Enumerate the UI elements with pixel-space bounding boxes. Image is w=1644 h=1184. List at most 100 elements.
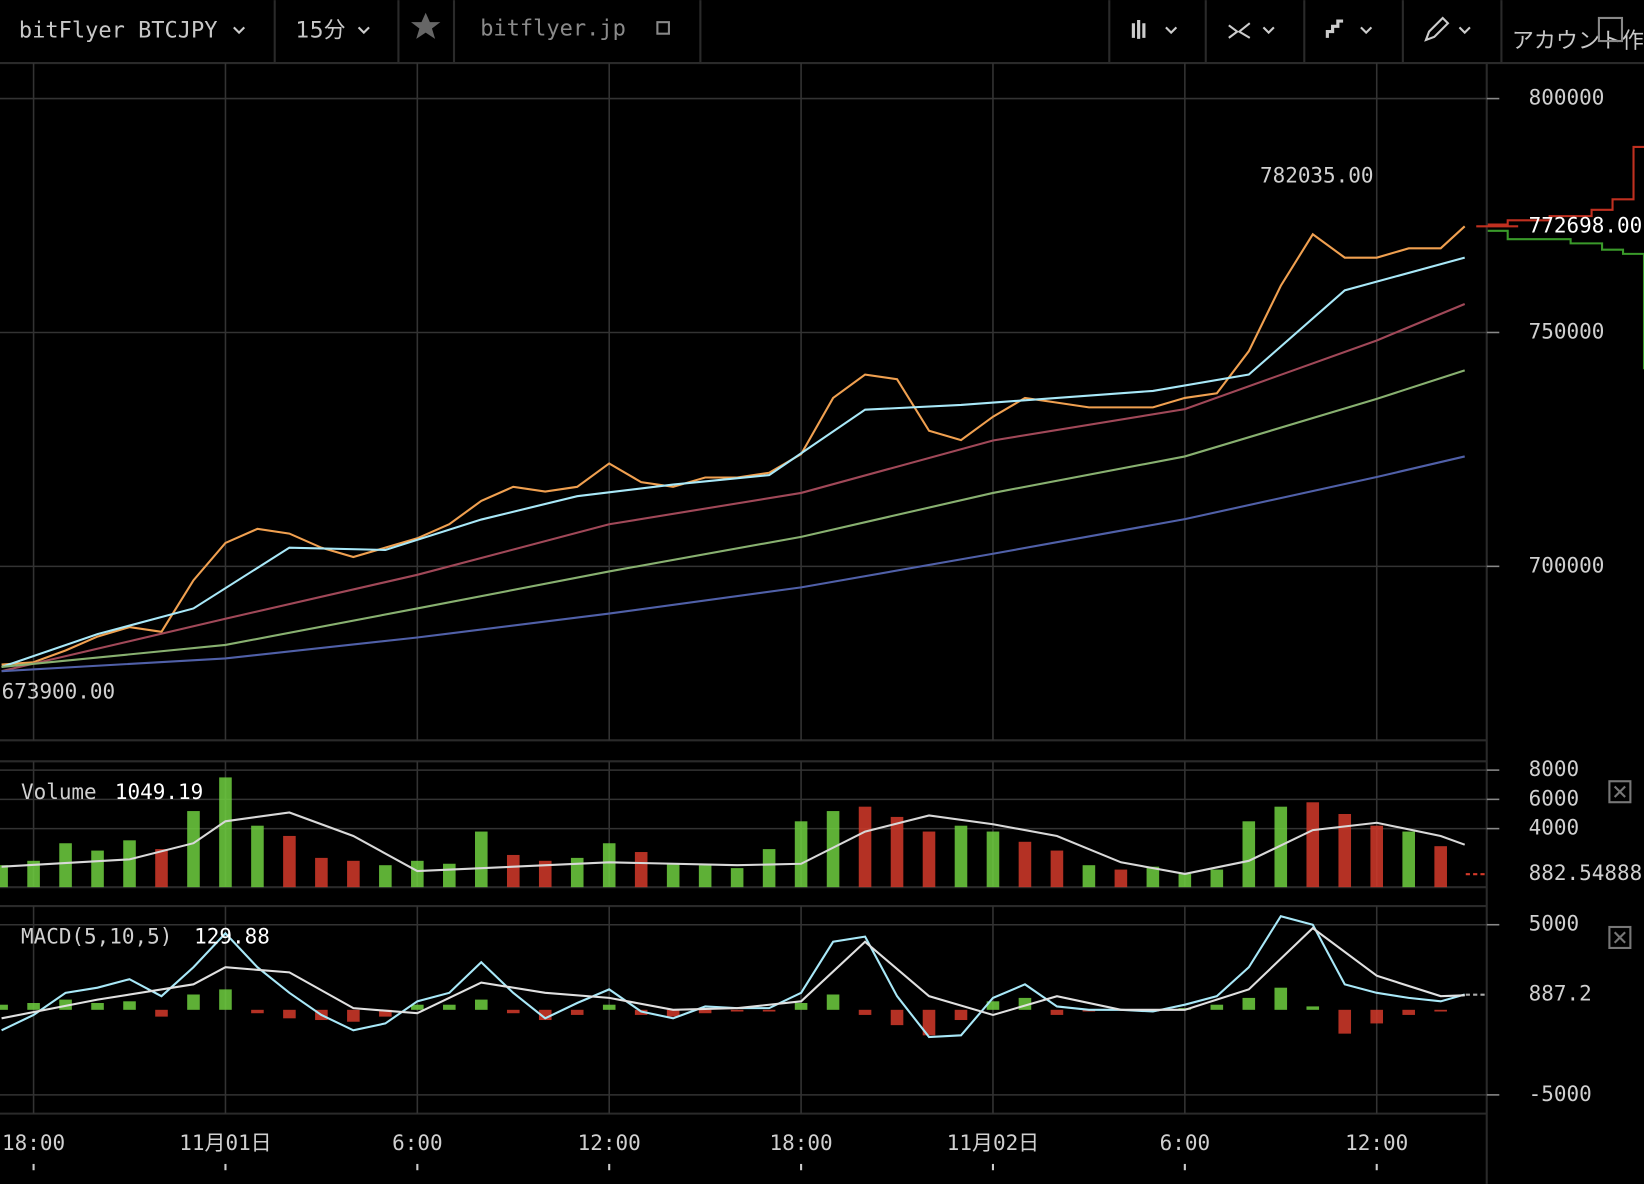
- symbol-label[interactable]: bitFlyer BTCJPY: [19, 19, 218, 44]
- bar: [858, 1009, 872, 1015]
- close-box[interactable]: [1608, 780, 1632, 804]
- bar: [1210, 869, 1224, 888]
- series-line: [1, 225, 1466, 666]
- bar: [858, 806, 872, 888]
- bar: [1274, 806, 1288, 888]
- fullscreen-icon[interactable]: [1597, 16, 1624, 43]
- indicator-button[interactable]: [1228, 22, 1275, 39]
- bar: [1018, 997, 1032, 1010]
- bar: [666, 1009, 680, 1017]
- bar: [954, 825, 968, 888]
- bar: [1402, 831, 1415, 888]
- bar: [475, 999, 488, 1010]
- bar: [379, 865, 392, 888]
- bar: [1178, 873, 1192, 888]
- bar: [506, 1009, 520, 1014]
- symbol-select[interactable]: bitFlyer BTCJPY: [19, 19, 246, 44]
- close-macd[interactable]: [1608, 925, 1632, 950]
- series-line: [1, 256, 1465, 668]
- favorite-star[interactable]: [411, 12, 441, 39]
- bar: [27, 1003, 40, 1010]
- bar: [123, 840, 136, 888]
- bar: [698, 865, 712, 888]
- series-line: [1, 303, 1466, 673]
- series-line: [1, 811, 1466, 876]
- bar: [666, 863, 680, 888]
- bar: [475, 831, 488, 888]
- chart-type-button[interactable]: [1131, 20, 1178, 39]
- external-icon: [656, 21, 670, 35]
- indicator-title: Volume: [21, 780, 97, 804]
- series-line: [1, 455, 1465, 673]
- account-label[interactable]: アカウント作: [1512, 29, 1644, 54]
- candle-icon: [1131, 20, 1146, 39]
- bar: [794, 1003, 808, 1010]
- y-tick-label: -5000: [1529, 1082, 1592, 1106]
- high-label: 782035.00: [1260, 163, 1374, 187]
- draw-button[interactable]: [1424, 16, 1471, 42]
- bar: [538, 860, 552, 888]
- dropdown-caret: [233, 26, 246, 35]
- bar: [0, 1004, 8, 1010]
- bar: [91, 850, 104, 888]
- bar: [730, 1009, 744, 1012]
- bar: [1274, 987, 1288, 1010]
- bar: [922, 831, 936, 888]
- dropdown-caret: [1458, 26, 1471, 35]
- series-line: [1, 926, 1465, 1020]
- close-box[interactable]: [1608, 925, 1632, 950]
- y-tick-label: 750000: [1529, 319, 1605, 343]
- low-label: 673900.00: [2, 680, 116, 704]
- bar: [986, 1001, 1000, 1010]
- bar: [1242, 997, 1256, 1010]
- bar: [1402, 1009, 1415, 1015]
- indicator-title: MACD(5,10,5): [21, 924, 172, 948]
- interval-label[interactable]: 15分: [296, 19, 346, 44]
- bar: [347, 1009, 360, 1022]
- site-link[interactable]: bitflyer.jp: [480, 16, 670, 41]
- interval-select[interactable]: 15分: [296, 19, 370, 44]
- close-volume[interactable]: [1608, 780, 1632, 804]
- x-tick-label: 11月02日: [947, 1131, 1039, 1155]
- close-x: [1613, 785, 1626, 798]
- bar: [1338, 1009, 1352, 1034]
- bar: [59, 843, 72, 888]
- compare-icon: [1325, 19, 1344, 38]
- y-tick-label: 4000: [1529, 816, 1579, 840]
- bar: [538, 1009, 552, 1021]
- bar: [762, 849, 776, 888]
- site-label[interactable]: bitflyer.jp: [480, 16, 626, 41]
- bar: [155, 849, 168, 888]
- y-tick-label: 5000: [1529, 912, 1579, 936]
- bar: [187, 994, 200, 1010]
- bar: [315, 857, 328, 888]
- bar: [986, 831, 1000, 888]
- pencil-icon: [1424, 16, 1450, 42]
- bar: [1434, 1009, 1447, 1012]
- bar: [347, 860, 360, 888]
- bar: [1434, 846, 1447, 888]
- dropdown-caret: [1262, 26, 1275, 35]
- depth-indicator: [1486, 145, 1644, 370]
- bar: [922, 1009, 936, 1036]
- bar: [1146, 866, 1160, 888]
- bar: [123, 1001, 136, 1010]
- bar: [91, 1003, 104, 1010]
- depth-ask: [1486, 145, 1644, 226]
- dropdown-caret: [1165, 26, 1178, 35]
- bar: [251, 825, 264, 888]
- y-tick-label: 700000: [1529, 553, 1605, 577]
- bar: [890, 1009, 904, 1026]
- bar: [155, 1009, 168, 1017]
- bar: [27, 860, 40, 888]
- compare-button[interactable]: [1325, 19, 1373, 38]
- bar: [1242, 821, 1256, 888]
- x-tick-label: 11月01日: [179, 1131, 271, 1155]
- bar: [954, 1009, 968, 1021]
- series-line: [1, 369, 1466, 669]
- bar: [826, 994, 840, 1010]
- bar: [251, 1009, 264, 1014]
- bar: [1370, 1009, 1384, 1024]
